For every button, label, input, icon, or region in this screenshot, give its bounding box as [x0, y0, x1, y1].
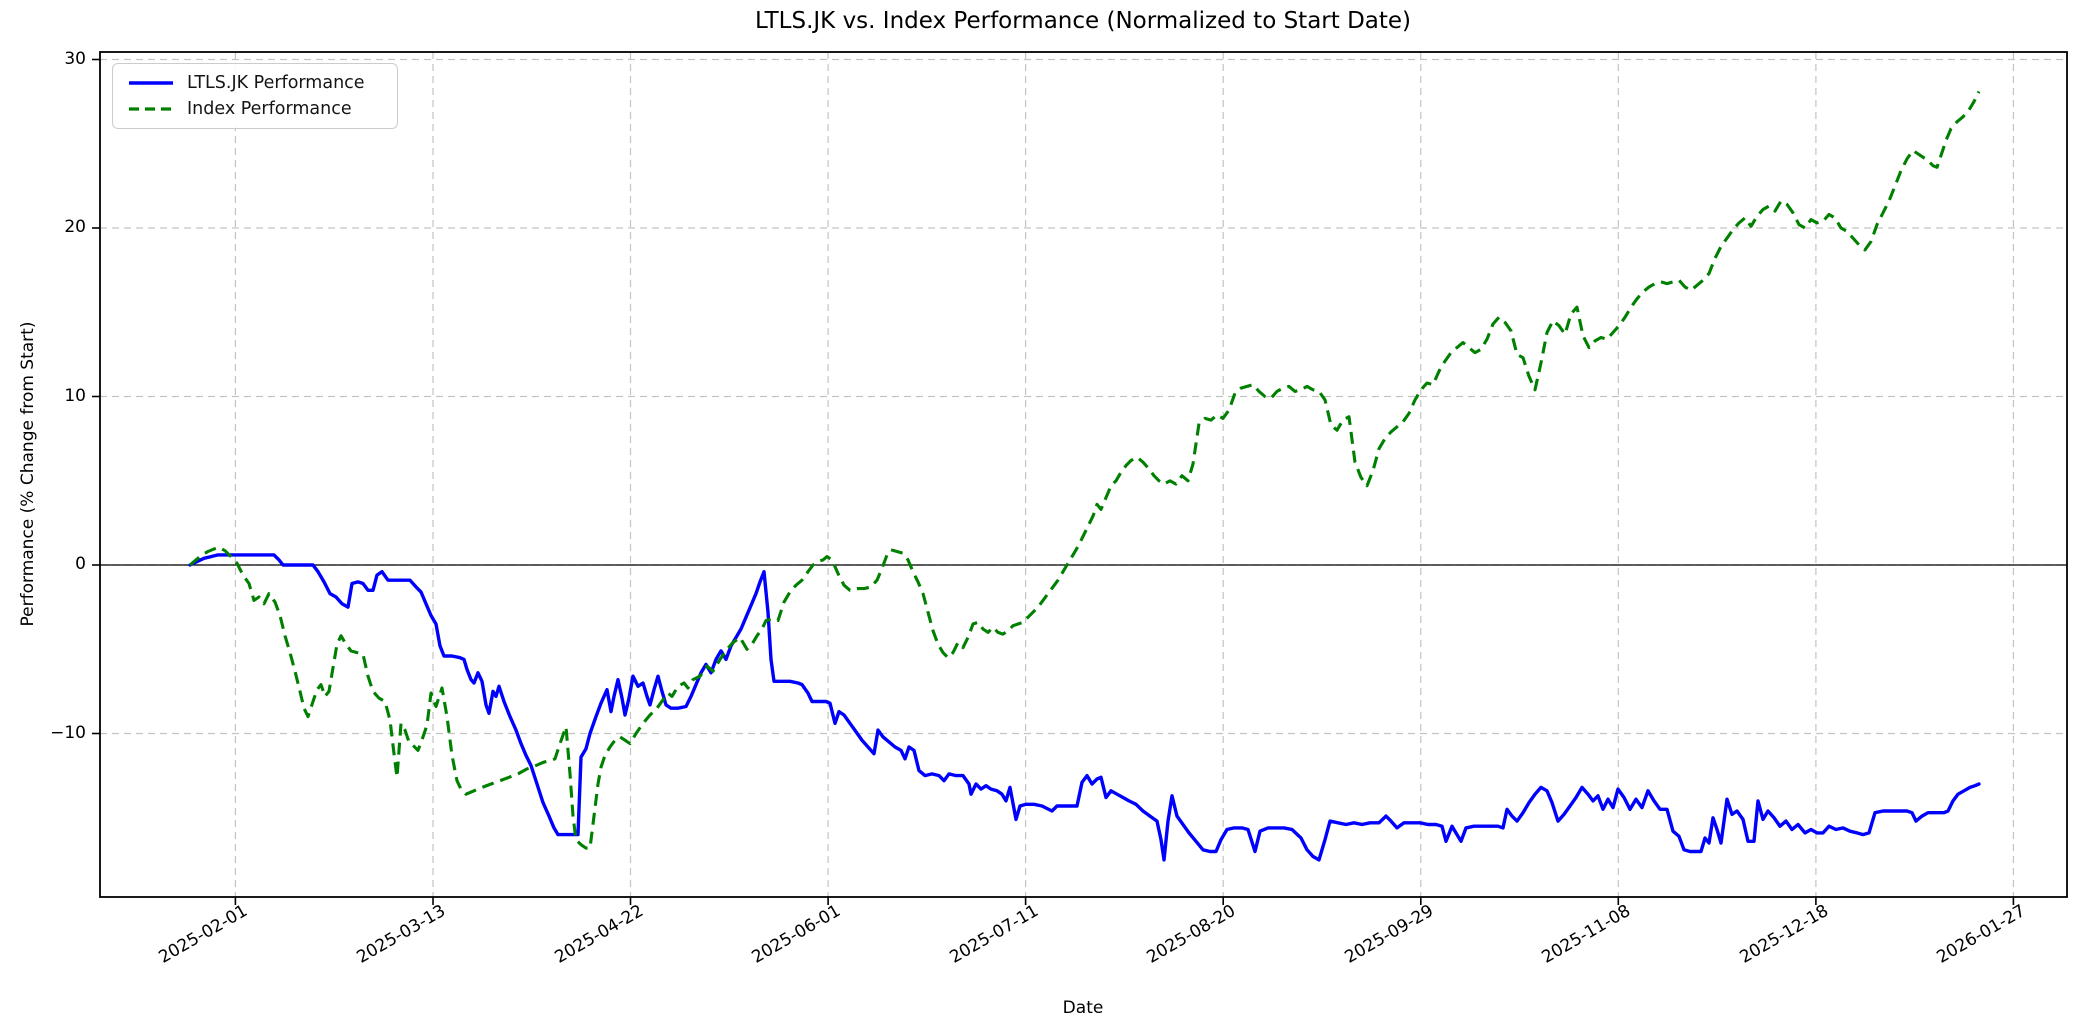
legend-item-index: Index Performance [113, 99, 397, 119]
y-tick-label: −10 [50, 722, 86, 743]
axis-tick-marks [92, 58, 2015, 905]
x-axis-label: Date [1062, 998, 1104, 1018]
legend-label-index: Index Performance [187, 99, 352, 120]
axes-frame [99, 51, 2068, 898]
legend-label-ltls: LTLS.JK Performance [187, 72, 365, 93]
ltls-performance-line [188, 553, 1981, 862]
legend-line-sample-solid [129, 80, 173, 85]
legend-line-sample-dashed [129, 107, 173, 111]
legend-item-ltls: LTLS.JK Performance [113, 73, 397, 93]
y-tick-label: 30 [64, 48, 86, 69]
axes-spines [99, 51, 2068, 898]
y-tick-label: 10 [64, 385, 86, 406]
legend: LTLS.JK Performance Index Performance [112, 63, 398, 129]
y-axis-label: Performance (% Change from Start) [18, 321, 38, 627]
y-tick-label: 0 [75, 554, 86, 574]
index-performance-line [188, 90, 1981, 850]
series-lines [188, 90, 1981, 862]
y-tick-label: 20 [64, 217, 86, 237]
chart-title: LTLS.JK vs. Index Performance (Normalize… [754, 8, 1412, 34]
